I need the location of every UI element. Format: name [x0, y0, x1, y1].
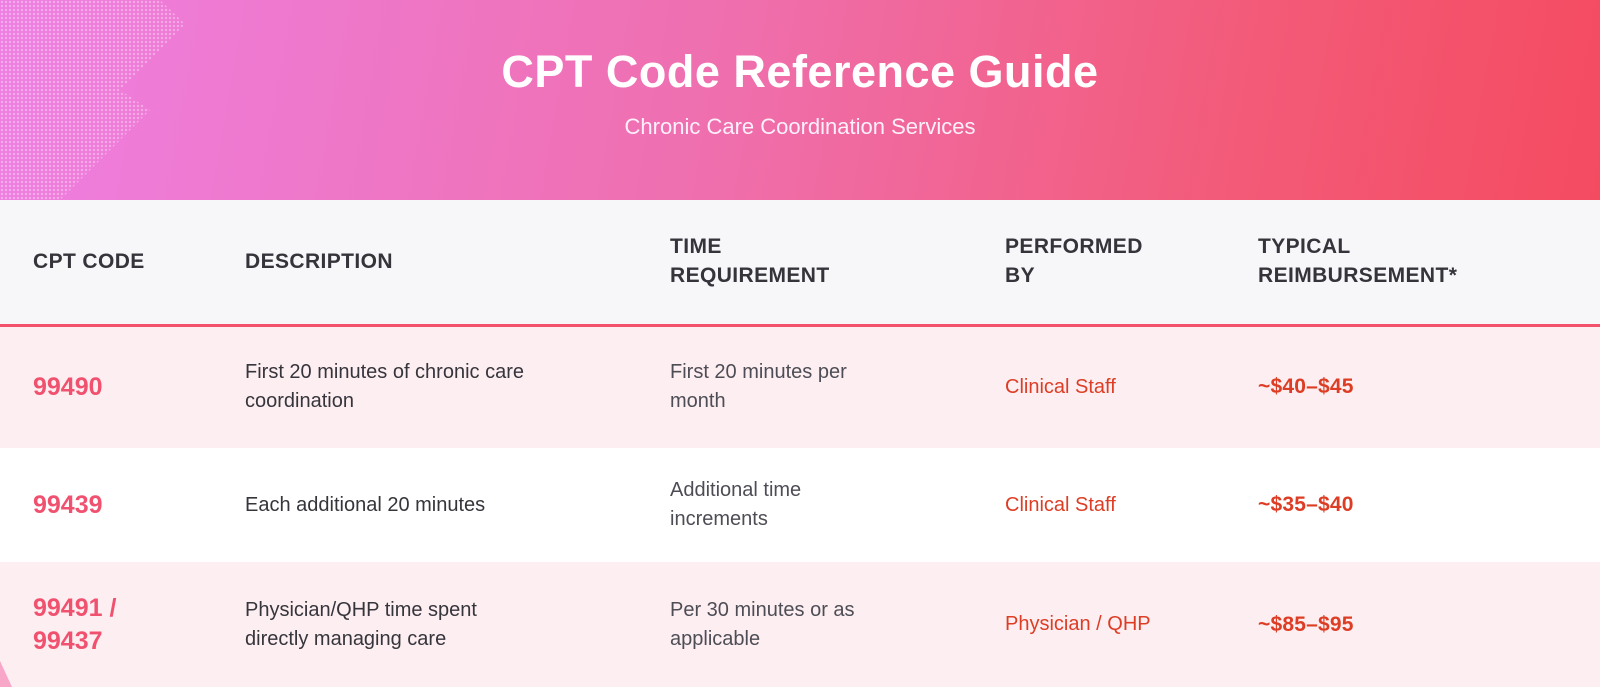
- page-title: CPT Code Reference Guide: [501, 46, 1099, 97]
- column-header-description: DESCRIPTION: [212, 200, 637, 327]
- column-header-performed-by: PERFORMED BY: [972, 200, 1225, 327]
- column-header-cpt-code: CPT CODE: [0, 200, 212, 327]
- table-header: CPT CODE DESCRIPTION TIME REQUIREMENT PE…: [0, 200, 1600, 327]
- hero-content: CPT Code Reference Guide Chronic Care Co…: [0, 0, 1600, 140]
- cpt-code-table: CPT CODE DESCRIPTION TIME REQUIREMENT PE…: [0, 200, 1600, 687]
- table-body: 99490 First 20 minutes of chronic care c…: [0, 325, 1600, 687]
- table-row: 99439 Each additional 20 minutes Additio…: [0, 448, 1600, 562]
- time-requirement-cell: First 20 minutes per month: [670, 361, 847, 413]
- description-cell: Each additional 20 minutes: [245, 493, 486, 516]
- reimbursement-cell: ~$35–$40: [1258, 493, 1354, 516]
- cpt-code-cell: 99490: [33, 373, 103, 401]
- time-requirement-cell: Per 30 minutes or as applicable: [670, 598, 855, 650]
- performed-by-cell: Physician / QHP: [1005, 613, 1151, 635]
- description-cell: First 20 minutes of chronic care coordin…: [245, 361, 524, 413]
- table-row: 99491 / 99437 Physician/QHP time spent d…: [0, 562, 1600, 687]
- reimbursement-cell: ~$85–$95: [1258, 612, 1354, 636]
- cpt-code-cell: 99439: [33, 490, 103, 519]
- table-row: 99490 First 20 minutes of chronic care c…: [0, 325, 1600, 448]
- performed-by-cell: Clinical Staff: [1005, 375, 1116, 398]
- description-cell: Physician/QHP time spent directly managi…: [245, 598, 477, 650]
- corner-wedge-decoration: [0, 661, 12, 687]
- table-header-row: CPT CODE DESCRIPTION TIME REQUIREMENT PE…: [0, 200, 1600, 327]
- column-header-time-requirement: TIME REQUIREMENT: [637, 200, 972, 327]
- performed-by-cell: Clinical Staff: [1005, 493, 1116, 516]
- hero-banner: CPT Code Reference Guide Chronic Care Co…: [0, 0, 1600, 200]
- column-header-typical-reimbursement: TYPICAL REIMBURSEMENT*: [1225, 200, 1600, 327]
- page-subtitle: Chronic Care Coordination Services: [624, 114, 976, 139]
- cpt-code-cell: 99491 / 99437: [33, 594, 117, 655]
- time-requirement-cell: Additional time increments: [670, 479, 802, 530]
- reimbursement-cell: ~$40–$45: [1258, 375, 1354, 399]
